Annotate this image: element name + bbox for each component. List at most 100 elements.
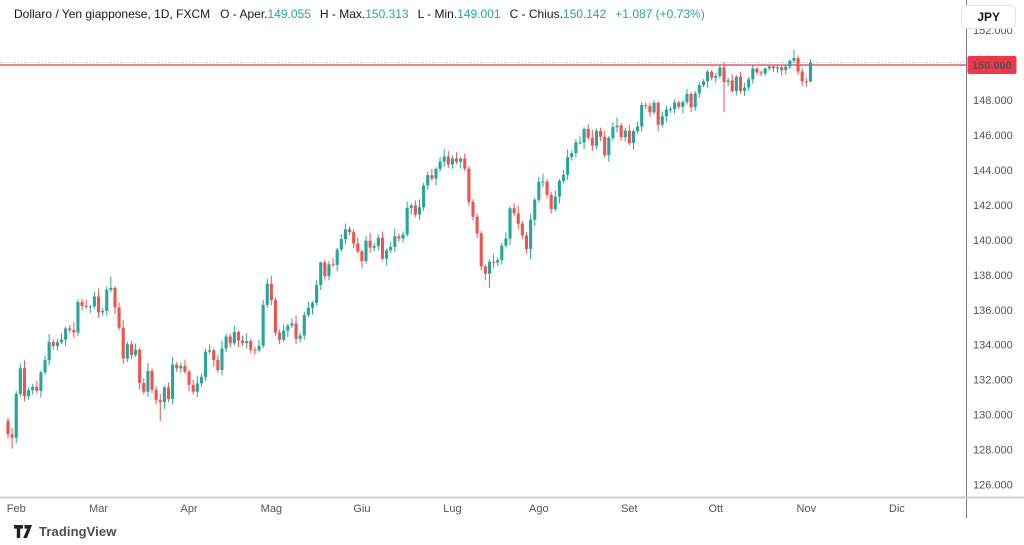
- candle-down[interactable]: [323, 262, 327, 277]
- candle-up[interactable]: [146, 370, 150, 392]
- candle-down[interactable]: [796, 57, 800, 72]
- candle-down[interactable]: [142, 383, 146, 392]
- candle-down[interactable]: [738, 76, 743, 91]
- candle-down[interactable]: [689, 93, 693, 108]
- currency-unit-button[interactable]: JPY: [961, 5, 1016, 29]
- candle-up[interactable]: [681, 102, 685, 107]
- candle-down[interactable]: [158, 400, 162, 403]
- candle-down[interactable]: [273, 300, 278, 333]
- candle-down[interactable]: [294, 323, 298, 339]
- tradingview-logo-icon[interactable]: [14, 524, 33, 539]
- candle-up[interactable]: [578, 142, 582, 144]
- candle-down[interactable]: [191, 384, 195, 392]
- candle-up[interactable]: [47, 341, 51, 361]
- candle-up[interactable]: [298, 335, 302, 339]
- candle-up[interactable]: [788, 60, 792, 67]
- candle-up[interactable]: [636, 126, 640, 132]
- candle-up[interactable]: [265, 283, 269, 305]
- candle-up[interactable]: [105, 289, 109, 311]
- candle-up[interactable]: [582, 128, 586, 143]
- candlestick-chart[interactable]: 126.000 128.000 130.000 132.000 134.000 136.0…: [0, 0, 1024, 518]
- tradingview-attribution[interactable]: TradingView: [14, 524, 116, 539]
- candle-up[interactable]: [500, 245, 504, 261]
- price-axis[interactable]: 126.000 128.000 130.000 132.000 134.000 136.0…: [967, 25, 1017, 492]
- candle-down[interactable]: [599, 130, 603, 137]
- candle-up[interactable]: [55, 342, 59, 346]
- candle-up[interactable]: [496, 260, 500, 263]
- candle-up[interactable]: [319, 262, 323, 286]
- candle-down[interactable]: [492, 261, 496, 263]
- candle-down[interactable]: [22, 368, 27, 397]
- candle-up[interactable]: [751, 68, 755, 80]
- candle-up[interactable]: [660, 116, 664, 125]
- candle-up[interactable]: [409, 205, 413, 208]
- candle-up[interactable]: [286, 325, 290, 331]
- candle-down[interactable]: [648, 105, 652, 113]
- tradingview-brand-text[interactable]: TradingView: [39, 524, 117, 539]
- candle-up[interactable]: [282, 330, 286, 340]
- candle-down[interactable]: [397, 236, 401, 239]
- candle-down[interactable]: [356, 243, 360, 252]
- candle-up[interactable]: [389, 246, 393, 251]
- candle-up[interactable]: [134, 349, 138, 355]
- candle-up[interactable]: [27, 390, 31, 397]
- candle-up[interactable]: [574, 142, 578, 154]
- candle-up[interactable]: [88, 306, 92, 308]
- candle-up[interactable]: [594, 130, 598, 146]
- candle-up[interactable]: [101, 310, 105, 313]
- candle-down[interactable]: [121, 327, 125, 359]
- candle-down[interactable]: [463, 158, 467, 169]
- candle-down[interactable]: [347, 229, 352, 233]
- candle-up[interactable]: [203, 351, 208, 377]
- candle-up[interactable]: [808, 62, 812, 82]
- candle-up[interactable]: [623, 130, 627, 138]
- candle-down[interactable]: [430, 175, 434, 179]
- candle-down[interactable]: [644, 105, 648, 107]
- candle-up[interactable]: [553, 196, 557, 210]
- candle-up[interactable]: [652, 102, 656, 113]
- price-line-tag[interactable]: [967, 55, 1017, 74]
- candle-up[interactable]: [302, 314, 306, 336]
- candle-up[interactable]: [706, 71, 710, 82]
- candle-up[interactable]: [685, 93, 689, 103]
- candle-down[interactable]: [771, 66, 775, 69]
- candle-up[interactable]: [195, 383, 199, 392]
- candle-down[interactable]: [51, 341, 55, 346]
- candle-up[interactable]: [162, 387, 166, 403]
- candle-up[interactable]: [664, 109, 668, 117]
- candle-down[interactable]: [113, 287, 117, 308]
- candle-down[interactable]: [454, 158, 459, 162]
- candle-up[interactable]: [199, 376, 203, 384]
- candle-down[interactable]: [183, 365, 187, 372]
- candle-up[interactable]: [718, 67, 722, 76]
- candle-down[interactable]: [804, 81, 808, 83]
- candle-up[interactable]: [315, 285, 319, 303]
- candle-down[interactable]: [138, 349, 142, 384]
- candle-up[interactable]: [64, 328, 68, 340]
- candle-up[interactable]: [92, 296, 96, 307]
- candle-up[interactable]: [76, 302, 80, 333]
- candle-down[interactable]: [677, 102, 681, 107]
- candle-up[interactable]: [364, 240, 368, 261]
- candle-up[interactable]: [673, 102, 677, 110]
- candle-up[interactable]: [631, 131, 636, 143]
- candle-up[interactable]: [775, 67, 780, 69]
- candle-up[interactable]: [784, 66, 788, 71]
- candle-down[interactable]: [236, 332, 240, 341]
- candle-up[interactable]: [401, 234, 405, 239]
- candle-down[interactable]: [512, 208, 516, 214]
- candle-down[interactable]: [759, 72, 763, 74]
- candle-down[interactable]: [6, 420, 10, 435]
- candle-down[interactable]: [780, 67, 784, 71]
- candle-down[interactable]: [722, 67, 726, 82]
- candle-up[interactable]: [343, 229, 347, 240]
- candle-up[interactable]: [607, 137, 611, 156]
- candle-down[interactable]: [627, 130, 631, 143]
- candle-up[interactable]: [714, 75, 718, 78]
- candle-down[interactable]: [35, 386, 39, 391]
- candle-down[interactable]: [150, 370, 154, 390]
- candle-up[interactable]: [306, 307, 310, 315]
- candle-down[interactable]: [603, 136, 607, 156]
- candle-down[interactable]: [84, 305, 88, 307]
- candle-up[interactable]: [31, 386, 35, 391]
